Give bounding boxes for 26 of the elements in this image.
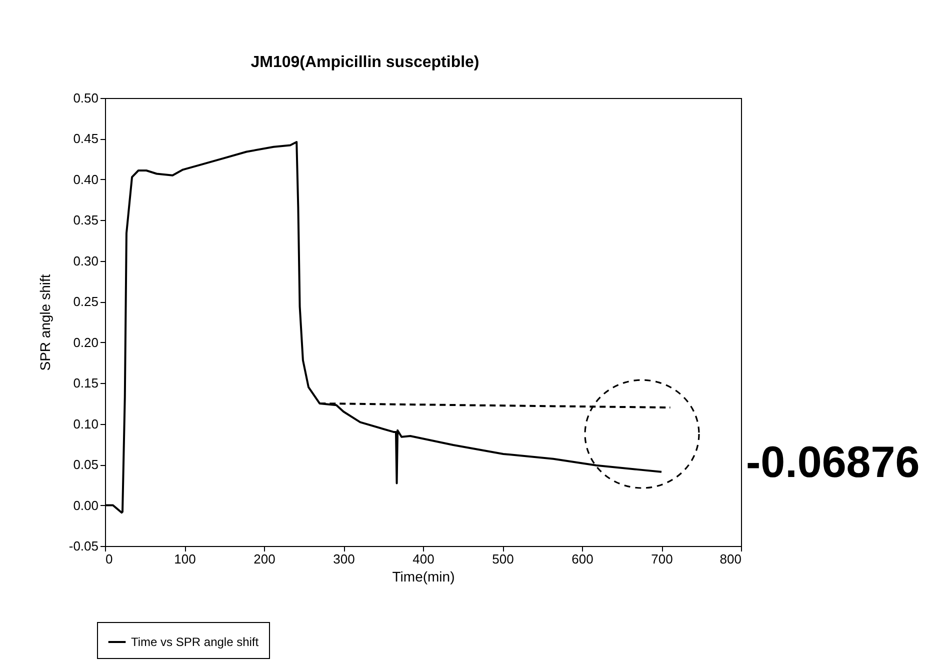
y-tick-label: 0.15 <box>73 376 98 391</box>
x-tick-label: 0 <box>106 552 113 566</box>
x-tick-label: 600 <box>572 552 594 566</box>
x-tick-label: 300 <box>333 552 355 566</box>
y-axis-title: SPR angle shift <box>36 274 53 371</box>
y-tick-label: 0.05 <box>73 457 98 472</box>
y-tick-label: 0.45 <box>73 131 98 146</box>
y-tick-label: -0.05 <box>68 538 98 554</box>
chart-title: JM109(Ampicillin susceptible) <box>250 54 480 71</box>
x-tick-label: 700 <box>651 552 673 566</box>
x-tick-label: 200 <box>254 552 276 566</box>
y-tick-label: 0.00 <box>73 498 98 513</box>
y-tick-label: 0.25 <box>73 294 98 310</box>
legend-label: Time vs SPR angle shift <box>131 635 260 649</box>
x-tick-label: 500 <box>492 552 514 566</box>
x-tick-label: 100 <box>174 552 196 566</box>
y-tick-label: 0.50 <box>73 90 98 106</box>
y-tick-label: 0.20 <box>73 334 98 350</box>
y-tick-label: 0.40 <box>73 172 98 187</box>
y-tick-label: 0.10 <box>73 416 98 432</box>
x-tick-label: 400 <box>412 552 434 566</box>
y-tick-label: 0.35 <box>73 212 98 228</box>
y-tick-label: 0.30 <box>73 253 98 268</box>
x-tick-label: 800 <box>720 552 742 566</box>
text: -0.06876 <box>746 438 920 488</box>
x-axis-title: Time(min) <box>392 568 455 584</box>
